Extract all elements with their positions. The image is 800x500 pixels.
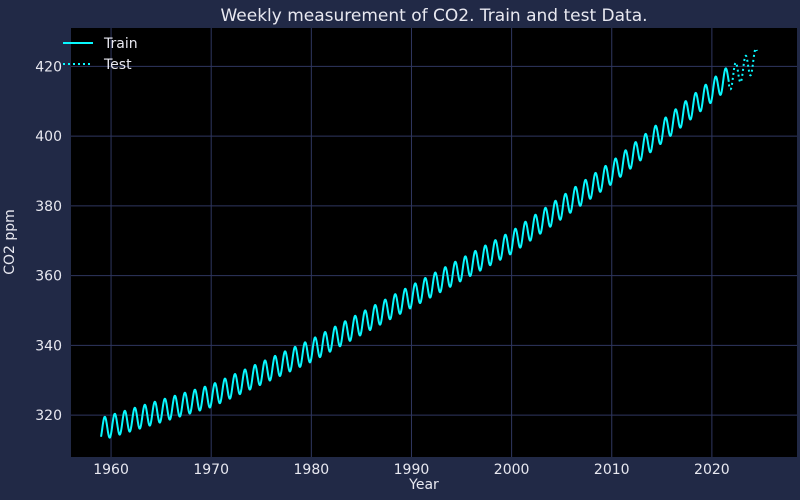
y-tick-label: 320 [35, 408, 62, 424]
series-line-train [100, 67, 730, 439]
x-tick-label: 1980 [294, 462, 330, 478]
y-axis-label: CO2 ppm [2, 209, 18, 275]
y-tick-label: 380 [35, 199, 62, 215]
series-layer [100, 47, 758, 439]
legend: Train Test [63, 36, 138, 73]
chart-title: Weekly measurement of CO2. Train and tes… [220, 6, 647, 26]
legend-test-label: Test [103, 57, 132, 73]
x-tick-label: 1990 [394, 462, 430, 478]
x-tick-label: 2020 [694, 462, 730, 478]
x-tick-label: 2000 [494, 462, 530, 478]
x-tick-label: 2010 [594, 462, 630, 478]
tick-labels: 1960 1970 1980 1990 2000 2010 2020 320 340 360 380… [35, 59, 729, 478]
y-tick-label: 400 [35, 129, 62, 145]
legend-train-label: Train [103, 36, 138, 52]
y-tick-label: 340 [35, 338, 62, 354]
x-axis-label: Year [408, 477, 439, 493]
y-tick-label: 360 [35, 269, 62, 285]
y-tick-label: 420 [35, 59, 62, 75]
x-tick-label: 1970 [193, 462, 229, 478]
x-tick-label: 1960 [93, 462, 129, 478]
plot-area [71, 28, 797, 457]
